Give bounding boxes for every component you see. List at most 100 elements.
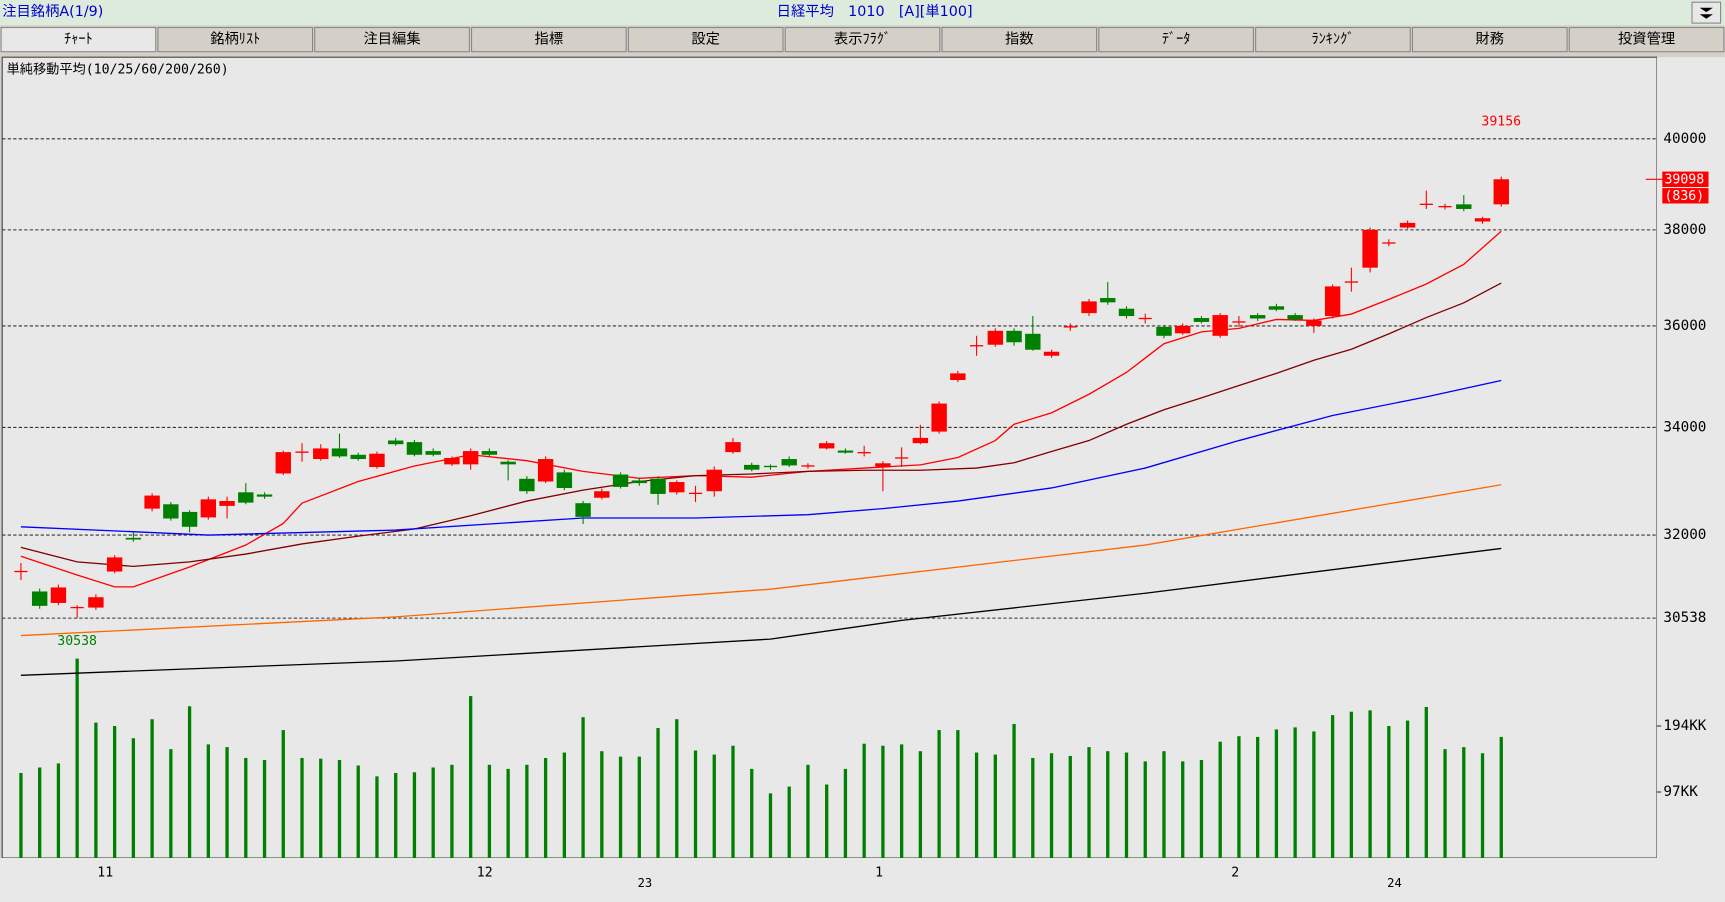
- candle-body: [462, 451, 479, 465]
- volume-bar: [1424, 706, 1428, 858]
- volume-bar: [394, 772, 398, 858]
- y-tick-label: 32000: [1663, 527, 1706, 543]
- candle-body: [238, 492, 254, 503]
- tab-label[interactable]: 指標: [535, 31, 564, 48]
- candle-body: [987, 330, 1004, 345]
- tab-bar: ﾁｬｰﾄ 銘柄ﾘｽﾄ 注目編集 指標 設定 表示ﾌﾗｸﾞ 指数 ﾃﾞｰﾀ ﾗﾝｷﾝｸﾞ 財務 投資管…: [0, 26, 1725, 53]
- header-bar: [0, 0, 1725, 26]
- volume-bar: [1068, 755, 1072, 858]
- candle-body: [163, 504, 179, 519]
- tab-label[interactable]: 銘柄ﾘｽﾄ: [210, 31, 260, 48]
- volume-bar: [1293, 727, 1297, 858]
- tab[interactable]: [157, 26, 314, 53]
- tab-label[interactable]: ﾗﾝｷﾝｸﾞ: [1312, 31, 1355, 48]
- moving-average-line: [20, 230, 1502, 588]
- candle-body: [1118, 308, 1135, 317]
- tab[interactable]: [784, 26, 941, 53]
- candle-body: [1268, 306, 1285, 310]
- moving-average-line: [20, 282, 1502, 568]
- candle-body: [875, 463, 891, 467]
- volume-bar: [262, 760, 267, 858]
- volume-bar: [1237, 736, 1241, 858]
- x-tick-label: 1: [875, 865, 883, 880]
- candle-body: [1362, 229, 1378, 268]
- candle-body: [650, 478, 666, 494]
- volume-bar: [1162, 751, 1166, 858]
- tab-label[interactable]: 表示ﾌﾗｸﾞ: [834, 31, 891, 48]
- y-tick-label: 38000: [1663, 222, 1706, 238]
- tab-label[interactable]: 財務: [1475, 31, 1504, 48]
- candle-body: [1156, 326, 1172, 336]
- candle-body: [950, 373, 966, 380]
- volume-bar: [1256, 736, 1260, 858]
- volume-bar: [618, 756, 623, 858]
- volume-bar: [1031, 757, 1035, 858]
- volume-bar: [956, 730, 960, 858]
- volume-bar: [581, 717, 585, 858]
- volume-bar: [375, 776, 379, 858]
- candle-body: [1175, 325, 1191, 334]
- candle-body: [1287, 315, 1303, 320]
- candle-body: [388, 440, 404, 445]
- candle-body: [594, 491, 610, 498]
- tab[interactable]: [0, 26, 157, 53]
- tab[interactable]: [941, 26, 1098, 53]
- volume-bar: [974, 752, 979, 858]
- volume-bar: [506, 768, 510, 858]
- volume-bar: [38, 767, 42, 858]
- volume-bar: [562, 752, 566, 858]
- candle-body: [744, 464, 760, 470]
- tab[interactable]: [1568, 26, 1725, 53]
- volume-bar: [1499, 736, 1503, 858]
- volume-bar: [843, 768, 848, 858]
- y2-tick-label: 194KK: [1663, 718, 1706, 734]
- volume-bar: [150, 719, 154, 858]
- volume-bar: [637, 756, 641, 858]
- volume-bar: [187, 706, 192, 858]
- volume-bar: [1106, 751, 1110, 858]
- candle-body: [1081, 301, 1097, 314]
- tab[interactable]: [1255, 26, 1411, 53]
- tab[interactable]: [1098, 26, 1254, 53]
- volume-bar: [1443, 749, 1447, 858]
- volume-bar: [1218, 741, 1222, 858]
- tab-label[interactable]: 指数: [1005, 31, 1034, 48]
- date-area: [0, 858, 1725, 902]
- y-tick-label: 36000: [1663, 318, 1706, 334]
- tab[interactable]: [471, 26, 627, 53]
- header-center: 日経平均 1010 [A][単100]: [777, 3, 973, 20]
- change-label: (836): [1664, 189, 1704, 204]
- candle-body: [781, 459, 797, 466]
- candle-body: [575, 503, 591, 517]
- candle-body: [500, 461, 516, 465]
- volume-bar: [1087, 747, 1091, 858]
- candle-body: [50, 587, 67, 603]
- tab-label[interactable]: 設定: [691, 31, 720, 48]
- volume-bar: [94, 722, 98, 858]
- candle-body: [1193, 318, 1210, 322]
- tab-label[interactable]: ﾁｬｰﾄ: [64, 32, 93, 48]
- candle-body: [1493, 179, 1509, 205]
- tab[interactable]: [314, 26, 470, 53]
- scroll-button[interactable]: [1691, 1, 1722, 24]
- last-price-label: 39098: [1664, 172, 1704, 187]
- volume-bar: [1405, 720, 1410, 858]
- volume-bar: [244, 757, 248, 858]
- candle-body: [612, 474, 629, 487]
- volume-bar: [112, 726, 117, 858]
- tab-label[interactable]: 投資管理: [1618, 31, 1675, 48]
- volume-bar: [431, 767, 435, 858]
- scroll-arrows: [1699, 7, 1713, 19]
- volume-bar: [675, 719, 679, 858]
- candle-body: [1306, 320, 1322, 326]
- volume-bar: [319, 758, 323, 858]
- candle-body: [313, 448, 329, 460]
- tab-label[interactable]: ﾃﾞｰﾀ: [1162, 31, 1191, 48]
- tab-label[interactable]: 注目編集: [363, 31, 420, 48]
- tab[interactable]: [627, 26, 784, 53]
- volume-bar: [543, 757, 548, 858]
- tab[interactable]: [1411, 26, 1568, 53]
- candle-body: [725, 442, 741, 453]
